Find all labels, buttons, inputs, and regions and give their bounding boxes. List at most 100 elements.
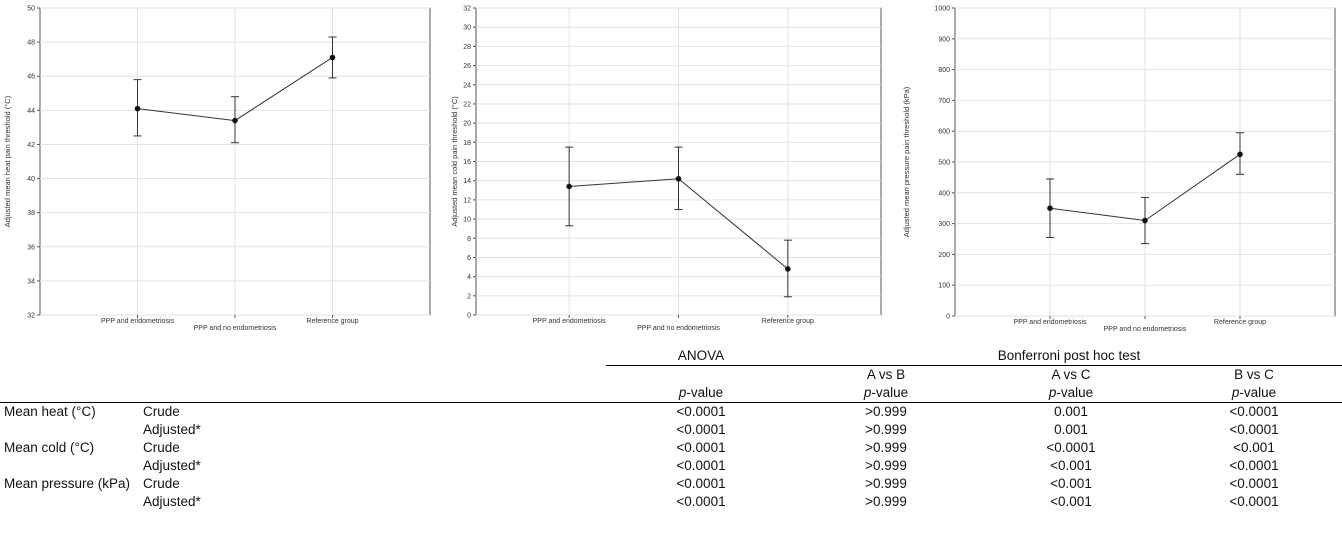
y-tick-label: 12 xyxy=(463,197,471,204)
y-tick-label: 700 xyxy=(938,98,950,105)
y-tick-label: 900 xyxy=(938,36,950,43)
y-tick-label: 48 xyxy=(27,40,35,47)
a-vs-c-pvalue: <0.001 xyxy=(1050,476,1092,491)
y-tick-label: 4 xyxy=(467,274,471,281)
data-point xyxy=(232,117,238,124)
x-category-label: PPP and no endometriosis xyxy=(194,325,277,332)
b-vs-c-pvalue: <0.0001 xyxy=(1229,476,1279,491)
y-tick-label: 14 xyxy=(463,178,471,185)
a-vs-b-pvalue: >0.999 xyxy=(865,458,907,473)
table-header-row-3: p-value p-value p-value p-value xyxy=(0,384,1342,403)
a-vs-b-header: A vs B xyxy=(866,367,906,382)
a-vs-b-pvalue: >0.999 xyxy=(865,422,907,437)
table-row: Mean heat (°C) Crude <0.0001 >0.999 0.001 <0.… xyxy=(0,403,1342,422)
x-category-label: Reference group xyxy=(1214,319,1266,326)
y-tick-label: 32 xyxy=(463,6,471,13)
y-tick-label: 20 xyxy=(463,121,471,128)
b-vs-c-pvalue: <0.001 xyxy=(1233,440,1275,455)
y-tick-label: 24 xyxy=(463,82,471,89)
y-tick-label: 46 xyxy=(27,74,35,81)
anova-pvalue: <0.0001 xyxy=(676,422,726,437)
y-tick-label: 100 xyxy=(938,283,950,290)
table-header-row-1: ANOVA Bonferroni post hoc test xyxy=(0,347,1342,366)
cold-pain-chart: 0 2 4 6 8 10 12 14 16 18 20 22 24 26 28 30 32 PPP and end… xyxy=(448,0,888,345)
y-tick-label: 42 xyxy=(27,142,35,149)
a-vs-b-pvalue: >0.999 xyxy=(865,440,907,455)
data-point xyxy=(1047,205,1053,211)
a-vs-c-pvalue: 0.001 xyxy=(1054,422,1088,437)
pressure-pain-chart-svg: 0 100 200 300 400 500 600 700 800 900 1000 PPP and … xyxy=(902,6,1336,333)
y-tick-label: 2 xyxy=(467,293,471,300)
y-tick-label: 10 xyxy=(463,217,471,224)
y-axis-label: Adjusted mean cold pain threshold (°C) xyxy=(450,96,459,227)
a-vs-c-pvalue: <0.0001 xyxy=(1046,440,1096,455)
y-tick-label: 34 xyxy=(27,278,35,285)
y-tick-label: 8 xyxy=(467,236,471,243)
row-group-label: Mean heat (°C) xyxy=(4,404,96,419)
row-group-label xyxy=(0,457,143,475)
pvalue-header-anova: p-value xyxy=(606,384,796,403)
data-point xyxy=(329,54,336,61)
anova-pvalue: <0.0001 xyxy=(676,476,726,491)
table-row: Adjusted* <0.0001 >0.999 <0.001 <0.0001 xyxy=(0,493,1342,511)
y-axis-label: Adjusted mean heat pain threshold (°C) xyxy=(3,95,12,227)
row-group-label: Mean cold (°C) xyxy=(4,440,95,455)
table-header-row-2: A vs B A vs C B vs C xyxy=(0,366,1342,385)
y-tick-label: 18 xyxy=(463,140,471,147)
a-vs-c-pvalue: 0.001 xyxy=(1054,404,1088,419)
y-tick-label: 600 xyxy=(938,129,950,136)
row-group-label: Mean pressure (kPa) xyxy=(4,476,131,491)
b-vs-c-pvalue: <0.0001 xyxy=(1229,422,1279,437)
x-category-label: PPP and no endometriosis xyxy=(1104,326,1187,333)
heat-pain-chart: 32 34 36 38 40 42 44 46 48 50 PPP and endometriosi… xyxy=(0,0,440,345)
y-axis-label: Adjusted mean pressure pain threshold (k… xyxy=(902,86,911,237)
y-tick-label: 16 xyxy=(463,159,471,166)
row-type-label: Adjusted* xyxy=(143,422,201,437)
y-tick-label: 36 xyxy=(27,244,35,251)
y-tick-label: 1000 xyxy=(934,6,950,13)
row-group-label xyxy=(0,421,143,439)
row-group-label xyxy=(0,493,143,511)
data-point xyxy=(785,266,791,272)
pvalue-header-ac: p-value xyxy=(976,384,1166,403)
anova-pvalue: <0.0001 xyxy=(676,458,726,473)
bonferroni-header: Bonferroni post hoc test xyxy=(796,347,1342,366)
y-tick-label: 38 xyxy=(27,210,35,217)
b-vs-c-pvalue: <0.0001 xyxy=(1229,404,1279,419)
x-category-label: PPP and endometriosis xyxy=(101,318,175,325)
pvalue-header-bc: p-value xyxy=(1166,384,1342,403)
b-vs-c-pvalue: <0.0001 xyxy=(1229,494,1279,509)
anova-header: ANOVA xyxy=(606,347,796,366)
row-type-label: Crude xyxy=(143,476,180,491)
a-vs-c-pvalue: <0.001 xyxy=(1050,458,1092,473)
data-point xyxy=(675,175,682,182)
x-category-label: PPP and endometriosis xyxy=(1013,319,1087,326)
table-row: Adjusted* <0.0001 >0.999 <0.001 <0.0001 xyxy=(0,457,1342,475)
y-tick-label: 400 xyxy=(938,190,950,197)
anova-pvalue: <0.0001 xyxy=(676,494,726,509)
y-tick-label: 40 xyxy=(27,176,35,183)
anova-pvalue: <0.0001 xyxy=(676,404,726,419)
table-row: Mean pressure (kPa) Crude <0.0001 >0.999 <0.… xyxy=(0,475,1342,493)
a-vs-b-pvalue: >0.999 xyxy=(865,476,907,491)
y-tick-label: 30 xyxy=(463,25,471,32)
pvalue-header-ab: p-value xyxy=(796,384,976,403)
row-type-label: Adjusted* xyxy=(143,494,201,509)
y-tick-label: 6 xyxy=(467,255,471,262)
table-row: Adjusted* <0.0001 >0.999 0.001 <0.0001 xyxy=(0,421,1342,439)
y-tick-label: 0 xyxy=(946,314,950,321)
y-tick-label: 500 xyxy=(938,160,950,167)
y-tick-label: 300 xyxy=(938,221,950,228)
results-table: ANOVA Bonferroni post hoc test A vs B A … xyxy=(0,347,1342,511)
x-category-label: Reference group xyxy=(306,318,358,325)
b-vs-c-header: B vs C xyxy=(1234,367,1274,382)
y-tick-label: 0 xyxy=(467,313,471,320)
x-category-label: PPP and endometriosis xyxy=(533,318,607,325)
a-vs-c-header: A vs C xyxy=(1051,367,1091,382)
y-tick-label: 800 xyxy=(938,67,950,74)
a-vs-b-pvalue: >0.999 xyxy=(865,404,907,419)
a-vs-c-pvalue: <0.001 xyxy=(1050,494,1092,509)
y-tick-label: 22 xyxy=(463,101,471,108)
row-type-label: Crude xyxy=(143,440,180,455)
data-point xyxy=(1237,151,1243,158)
